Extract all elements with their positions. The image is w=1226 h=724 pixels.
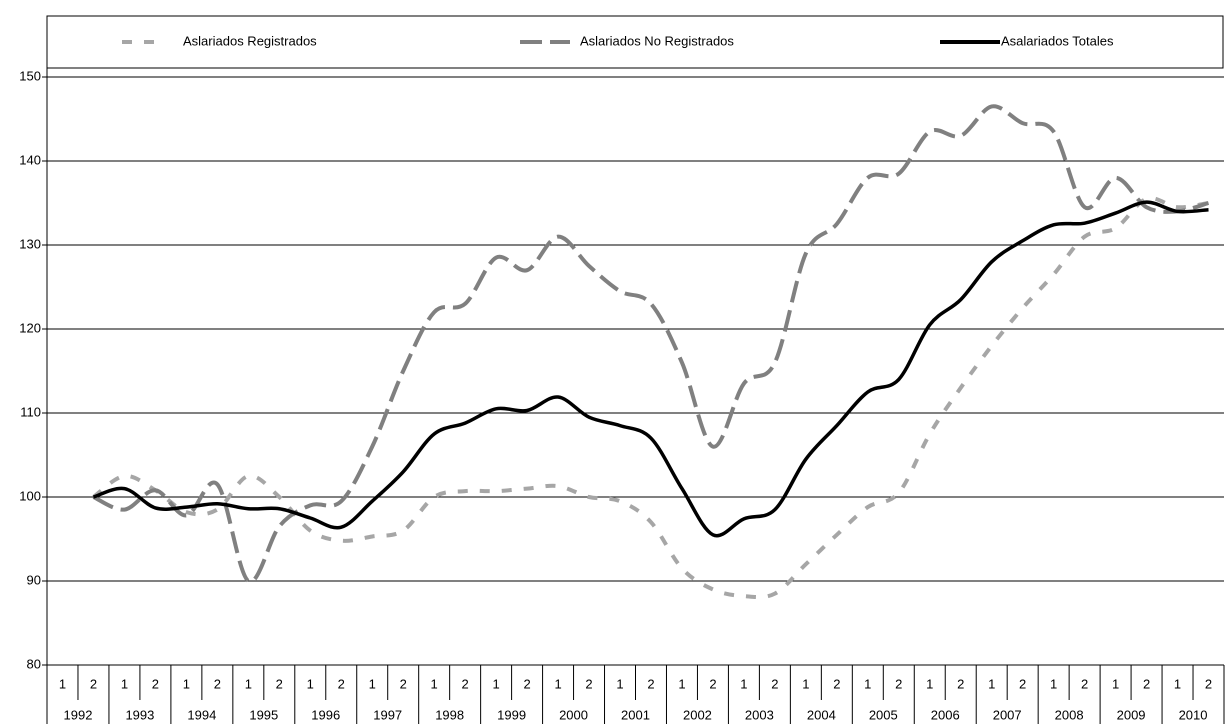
x-tick-label: 2 — [90, 676, 97, 691]
year-label: 2008 — [1055, 707, 1084, 722]
legend-label: Aslariados No Registrados — [580, 33, 734, 48]
year-label: 2009 — [1117, 707, 1146, 722]
x-tick-label: 1 — [183, 676, 190, 691]
x-tick-label: 2 — [895, 676, 902, 691]
x-tick-label: 1 — [1050, 676, 1057, 691]
x-tick-label: 1 — [307, 676, 314, 691]
x-tick-label: 1 — [678, 676, 685, 691]
series-line — [92, 104, 1210, 584]
x-tick-label: 1 — [988, 676, 995, 691]
x-tick-label: 1 — [616, 676, 623, 691]
x-tick-label: 2 — [833, 676, 840, 691]
y-tick-label: 140 — [19, 152, 41, 167]
x-tick-label: 1 — [802, 676, 809, 691]
x-tick-label: 1 — [431, 676, 438, 691]
year-label: 2003 — [745, 707, 774, 722]
y-tick-label: 150 — [19, 68, 41, 83]
y-tick-label: 110 — [20, 404, 41, 419]
x-tick-label: 2 — [1081, 676, 1088, 691]
year-label: 2005 — [869, 707, 898, 722]
x-tick-label: 1 — [245, 676, 252, 691]
x-tick-label: 2 — [709, 676, 716, 691]
year-label: 1992 — [64, 707, 93, 722]
x-tick-label: 1 — [493, 676, 500, 691]
x-tick-label: 1 — [864, 676, 871, 691]
year-label: 1999 — [497, 707, 526, 722]
x-tick-label: 2 — [400, 676, 407, 691]
x-tick-label: 1 — [59, 676, 66, 691]
year-label: 2010 — [1179, 707, 1208, 722]
year-label: 1998 — [435, 707, 464, 722]
x-tick-label: 2 — [462, 676, 469, 691]
year-label: 1996 — [311, 707, 340, 722]
x-tick-label: 2 — [1143, 676, 1150, 691]
year-label: 2001 — [621, 707, 650, 722]
x-tick-label: 1 — [740, 676, 747, 691]
y-tick-label: 130 — [19, 236, 41, 251]
y-tick-label: 120 — [19, 320, 41, 335]
x-tick-label: 2 — [338, 676, 345, 691]
x-tick-label: 2 — [214, 676, 221, 691]
year-label: 2002 — [683, 707, 712, 722]
x-tick-label: 2 — [585, 676, 592, 691]
x-tick-label: 2 — [1205, 676, 1212, 691]
year-label: 1994 — [187, 707, 216, 722]
year-label: 1995 — [249, 707, 278, 722]
x-tick-label: 1 — [1112, 676, 1119, 691]
year-label: 1997 — [373, 707, 402, 722]
year-label: 2004 — [807, 707, 836, 722]
y-tick-label: 100 — [19, 488, 41, 503]
year-label: 2007 — [993, 707, 1022, 722]
series-line — [92, 200, 1209, 538]
x-tick-label: 2 — [523, 676, 530, 691]
year-label: 1993 — [125, 707, 154, 722]
x-tick-label: 2 — [771, 676, 778, 691]
legend-label: Asalariados Totales — [1001, 33, 1114, 48]
x-tick-label: 2 — [957, 676, 964, 691]
x-tick-label: 1 — [926, 676, 933, 691]
legend-box — [46, 15, 1224, 69]
x-tick-label: 1 — [554, 676, 561, 691]
x-tick-label: 2 — [647, 676, 654, 691]
y-tick-label: 90 — [27, 572, 41, 587]
legend-label: Aslariados Registrados — [183, 33, 317, 48]
year-label: 2000 — [559, 707, 588, 722]
x-tick-label: 1 — [1174, 676, 1181, 691]
series-line — [92, 196, 1209, 600]
x-tick-label: 2 — [1019, 676, 1026, 691]
x-tick-label: 1 — [369, 676, 376, 691]
x-tick-label: 2 — [276, 676, 283, 691]
x-tick-label: 1 — [121, 676, 128, 691]
x-tick-label: 2 — [152, 676, 159, 691]
y-tick-label: 80 — [27, 656, 41, 671]
year-label: 2006 — [931, 707, 960, 722]
